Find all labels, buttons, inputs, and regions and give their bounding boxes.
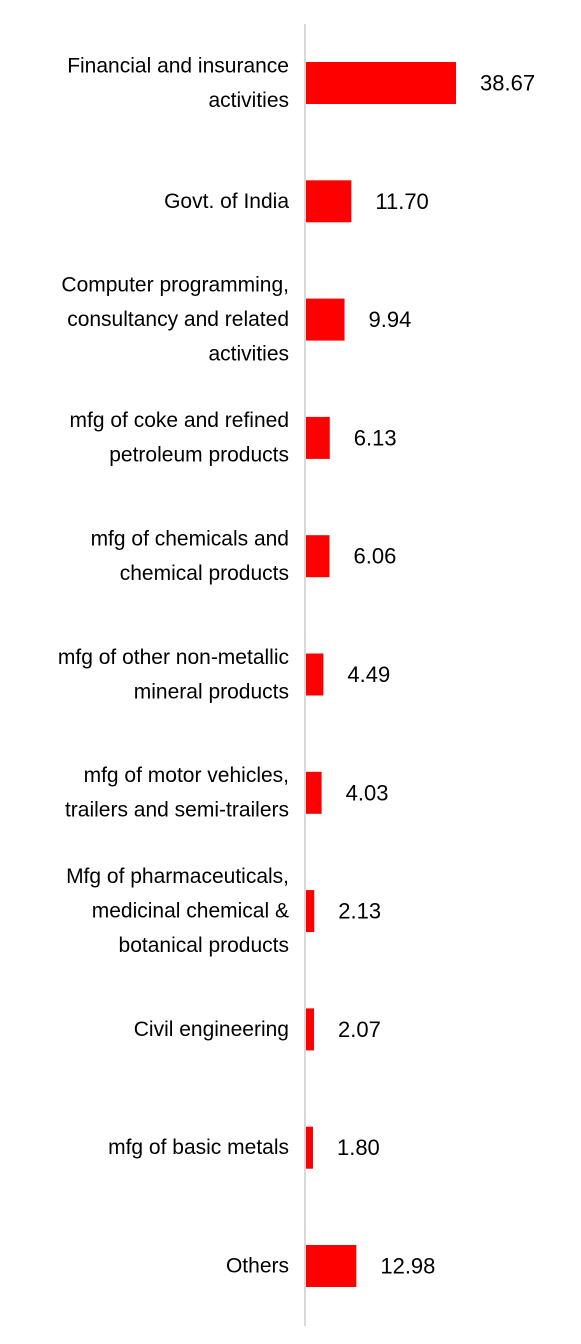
bar [306,890,315,933]
bar [306,771,322,814]
bar [306,653,324,696]
bar [306,298,345,341]
category-label: Financial and insurance activities [67,54,289,112]
category-label: mfg of basic metals [108,1136,289,1159]
category-label-line: chemical products [120,562,289,585]
category-label-line: Govt. of India [164,190,289,213]
category-label-line: mfg of basic metals [108,1136,289,1159]
category-label-line: Financial and insurance [67,54,289,77]
category-label: Mfg of pharmaceuticals, medicinal chemica… [66,865,289,957]
category-labels-group: Financial and insurance activities Govt. o… [58,54,289,1277]
category-label-line: Mfg of pharmaceuticals, [66,865,289,888]
data-label: 6.13 [354,425,397,450]
category-label: Others [226,1255,289,1278]
data-label: 38.67 [480,71,535,96]
category-label-line: activities [208,343,289,366]
data-label: 2.07 [338,1017,381,1042]
bar [306,1008,315,1051]
category-label-line: Computer programming, [61,274,289,297]
category-label-line: medicinal chemical & [92,900,289,923]
bar [306,416,330,459]
category-label: Govt. of India [164,190,289,213]
data-label: 1.80 [337,1135,380,1160]
category-label-line: petroleum products [109,444,289,467]
category-label-line: mfg of other non-metallic [58,646,289,669]
bar [306,1126,313,1169]
category-label: mfg of motor vehicles, trailers and semi-… [65,764,289,822]
data-label: 2.13 [338,899,381,924]
data-label: 11.70 [375,189,428,214]
data-label: 12.98 [380,1254,435,1279]
data-label: 4.49 [347,662,390,687]
category-label-line: Civil engineering [134,1018,289,1041]
category-label-line: botanical products [119,934,289,957]
data-label: 6.06 [354,544,397,569]
bar [306,1245,357,1287]
category-label-line: trailers and semi-trailers [65,799,289,822]
category-label-line: mfg of coke and refined [70,409,289,432]
category-label-line: activities [208,89,289,112]
bars-group [306,62,456,1287]
bar [306,62,456,104]
category-label-line: mineral products [134,680,289,703]
value-labels-group: 38.67 11.70 9.94 6.13 6.06 4.49 4.03 2.13 2.07 1.… [337,71,535,1279]
category-label: Civil engineering [134,1018,289,1041]
data-label: 9.94 [369,307,412,332]
category-label: Computer programming, consultancy and rel… [61,274,289,366]
category-label-line: Others [226,1255,289,1278]
category-label: mfg of other non-metallic mineral product… [58,646,289,704]
bar [306,535,330,578]
category-label: mfg of coke and refined petroleum product… [70,409,289,467]
category-label-line: mfg of chemicals and [91,527,289,550]
data-label: 4.03 [346,780,389,805]
category-label: mfg of chemicals and chemical products [91,527,289,585]
category-label-line: consultancy and related [67,308,289,331]
bar [306,180,352,223]
category-label-line: mfg of motor vehicles, [84,764,289,787]
